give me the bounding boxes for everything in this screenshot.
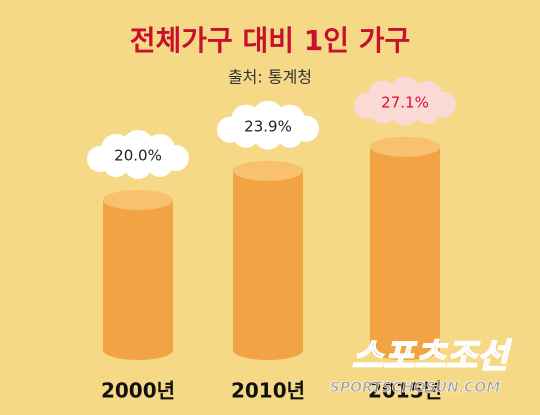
- bar: [370, 136, 440, 360]
- cloud-puff: [124, 151, 152, 179]
- cloud: [217, 100, 319, 150]
- bar-top: [103, 190, 173, 210]
- bar-body: [370, 146, 440, 350]
- bar-top: [370, 136, 440, 157]
- chart-subtitle: 출처: 통계청: [228, 68, 312, 87]
- cloud-puff: [370, 97, 396, 124]
- cloud: [354, 76, 456, 126]
- cloud-puff: [414, 97, 440, 124]
- value-label: 20.0%: [114, 147, 162, 165]
- x-tick-label: 2000년: [101, 379, 175, 403]
- bar-body: [103, 200, 173, 350]
- watermark: 스포츠조선: [352, 337, 512, 377]
- cloud-puff: [391, 97, 419, 126]
- value-label: 27.1%: [381, 93, 429, 111]
- bar-top: [233, 160, 303, 181]
- cloud-puff: [103, 151, 129, 177]
- cloud: [87, 130, 189, 179]
- bar: [233, 160, 303, 360]
- cloud-puff: [147, 151, 173, 177]
- bar: [103, 190, 173, 360]
- cloud-puff: [233, 121, 259, 148]
- watermark-url: SPORTSCHOSUN.COM: [330, 380, 501, 396]
- x-tick-label: 2010년: [231, 379, 305, 403]
- value-label: 23.9%: [244, 117, 292, 135]
- bar-body: [233, 170, 303, 350]
- cloud-puff: [277, 121, 303, 148]
- cloud-puff: [254, 121, 282, 150]
- chart-title: 전체가구 대비 1인 가구: [130, 24, 411, 57]
- x-tick-label: 2015년: [368, 379, 442, 403]
